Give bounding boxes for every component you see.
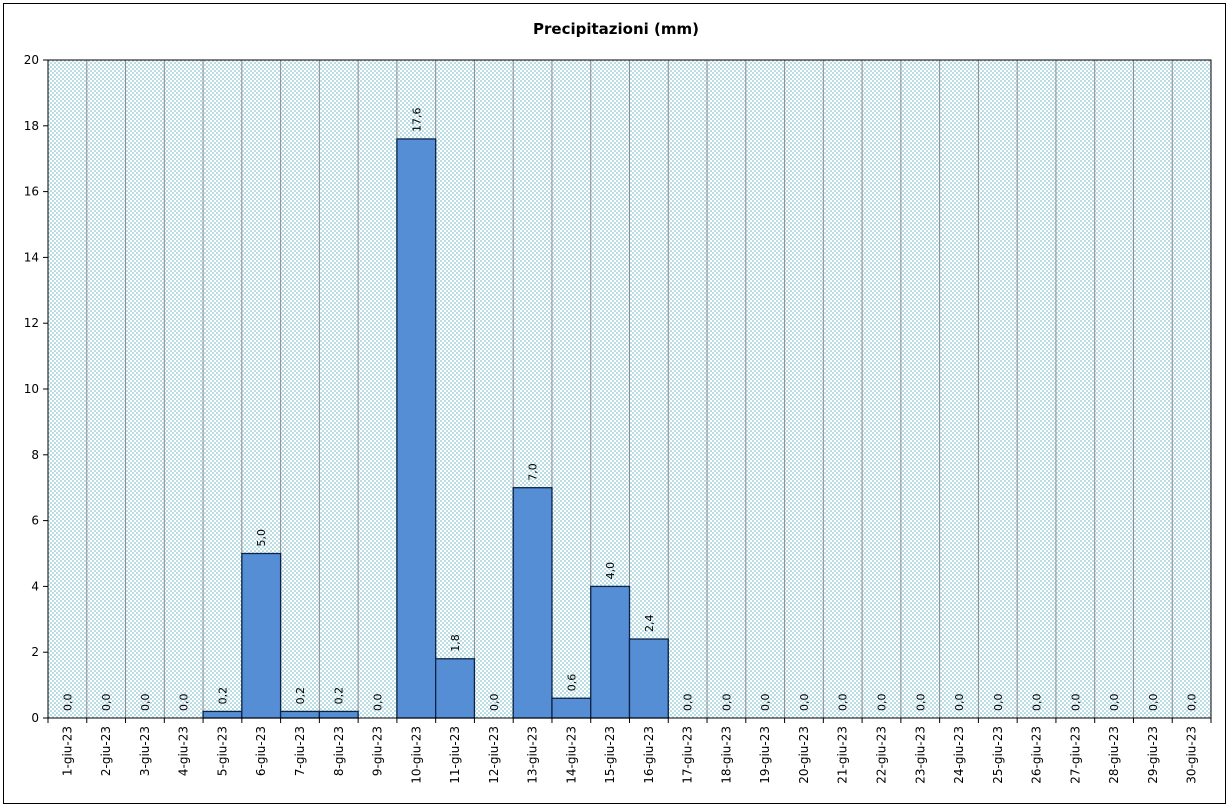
y-tick-label: 14: [24, 250, 39, 264]
data-label: 0,0: [720, 694, 733, 712]
x-tick-label: 20-giu-23: [797, 726, 811, 784]
y-tick-label: 20: [24, 53, 39, 67]
bar: [318, 710, 359, 719]
x-tick-label: 9-giu-23: [371, 726, 385, 776]
y-tick-label: 16: [24, 185, 39, 199]
bar: [551, 697, 592, 719]
y-tick-label: 6: [31, 514, 39, 528]
data-label: 1,8: [449, 634, 462, 652]
x-tick-label: 24-giu-23: [952, 726, 966, 784]
x-tick-label: 27-giu-23: [1068, 726, 1082, 784]
bar: [241, 552, 282, 719]
data-label: 0,6: [565, 674, 578, 692]
data-label: 0,0: [875, 694, 888, 712]
x-tick-label: 13-giu-23: [526, 726, 540, 784]
x-tick-label: 14-giu-23: [564, 726, 578, 784]
data-label: 0,0: [953, 694, 966, 712]
data-label: 7,0: [527, 463, 540, 481]
data-label: 17,6: [410, 107, 423, 132]
data-label: 0,2: [216, 687, 229, 705]
data-label: 0,0: [100, 694, 113, 712]
data-label: 0,0: [1147, 694, 1160, 712]
x-tick-label: 1-giu-23: [60, 726, 74, 776]
axes: 0 2 4 6 8 10 12 14 16 18 20 1-giu-23 2-giu-23 3-giu-2…: [24, 53, 1212, 784]
x-tick-label: 29-giu-23: [1146, 726, 1160, 784]
bar: [590, 585, 631, 719]
data-label: 2,4: [643, 615, 656, 633]
data-label: 0,0: [1031, 694, 1044, 712]
data-label: 0,0: [914, 694, 927, 712]
x-tick-label: 10-giu-23: [409, 726, 423, 784]
x-tick-label: 22-giu-23: [874, 726, 888, 784]
bar: [396, 138, 437, 719]
x-tick-label: 12-giu-23: [487, 726, 501, 784]
x-tick-label: 2-giu-23: [99, 726, 113, 776]
data-label: 0,0: [1108, 694, 1121, 712]
x-tick-label: 7-giu-23: [293, 726, 307, 776]
x-tick-label: 17-giu-23: [681, 726, 695, 784]
data-label: 0,0: [992, 694, 1005, 712]
x-tick-label: 30-giu-23: [1185, 726, 1199, 784]
y-tick-label: 2: [31, 645, 39, 659]
x-tick-label: 28-giu-23: [1107, 726, 1121, 784]
x-tick-label: 21-giu-23: [836, 726, 850, 784]
x-tick-label: 23-giu-23: [913, 726, 927, 784]
bar: [628, 638, 669, 719]
x-tick-label: 15-giu-23: [603, 726, 617, 784]
data-label: 5,0: [255, 529, 268, 547]
bars: [202, 138, 669, 719]
data-labels: 0,0 0,0 0,0 0,0 0,2 5,0 0,2 0,2 0,0 17,6 1,8 0,0 7,0…: [61, 107, 1198, 711]
data-label: 0,2: [333, 687, 346, 705]
data-label: 0,0: [61, 694, 74, 712]
data-label: 0,0: [837, 694, 850, 712]
data-label: 4,0: [604, 562, 617, 580]
x-tick-label: 26-giu-23: [1030, 726, 1044, 784]
data-label: 0,0: [798, 694, 811, 712]
y-tick-label: 0: [31, 711, 39, 725]
x-tick-label: 18-giu-23: [719, 726, 733, 784]
data-label: 0,0: [1069, 694, 1082, 712]
x-tick-label: 25-giu-23: [991, 726, 1005, 784]
bar: [279, 710, 321, 719]
data-label: 0,0: [1186, 694, 1199, 712]
data-label: 0,2: [294, 687, 307, 705]
data-label: 0,0: [488, 694, 501, 712]
data-label: 0,0: [372, 694, 385, 712]
data-label: 0,0: [759, 694, 772, 712]
x-tick-label: 6-giu-23: [254, 726, 268, 776]
y-tick-label: 18: [24, 119, 39, 133]
x-tick-label: 5-giu-23: [215, 726, 229, 776]
data-label: 0,0: [139, 694, 152, 712]
bar: [435, 658, 476, 719]
data-label: 0,0: [682, 694, 695, 712]
bar: [512, 487, 553, 719]
chart-title: Precipitazioni (mm): [533, 20, 699, 38]
y-tick-label: 10: [24, 382, 39, 396]
y-tick-label: 12: [24, 316, 39, 330]
y-tick-label: 4: [31, 579, 39, 593]
x-tick-label: 11-giu-23: [448, 726, 462, 784]
x-tick-label: 19-giu-23: [758, 726, 772, 784]
data-label: 0,0: [178, 694, 191, 712]
x-tick-label: 4-giu-23: [177, 726, 191, 776]
x-tick-label: 16-giu-23: [642, 726, 656, 784]
x-tick-label: 8-giu-23: [332, 726, 346, 776]
x-tick-label: 3-giu-23: [138, 726, 152, 776]
y-tick-label: 8: [31, 448, 39, 462]
bar: [202, 710, 243, 719]
